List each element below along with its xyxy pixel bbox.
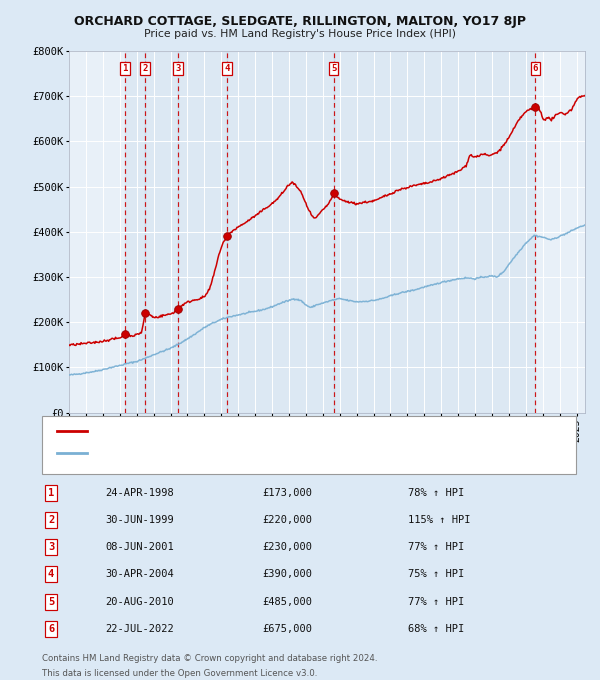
Bar <box>334 51 535 413</box>
Text: 5: 5 <box>48 596 54 607</box>
Text: 3: 3 <box>175 64 181 73</box>
Text: £390,000: £390,000 <box>262 569 312 579</box>
Text: HPI: Average price, detached house, North Yorkshire: HPI: Average price, detached house, Nort… <box>93 449 341 458</box>
Text: 6: 6 <box>48 624 54 634</box>
Text: £230,000: £230,000 <box>262 542 312 552</box>
Text: 24-APR-1998: 24-APR-1998 <box>105 488 174 498</box>
Bar <box>145 51 178 413</box>
Text: Contains HM Land Registry data © Crown copyright and database right 2024.: Contains HM Land Registry data © Crown c… <box>42 654 377 663</box>
Bar <box>125 51 145 413</box>
Text: ORCHARD COTTAGE, SLEDGATE, RILLINGTON, MALTON, YO17 8JP (detached house): ORCHARD COTTAGE, SLEDGATE, RILLINGTON, M… <box>93 426 485 435</box>
Text: 08-JUN-2001: 08-JUN-2001 <box>105 542 174 552</box>
Text: £485,000: £485,000 <box>262 596 312 607</box>
Text: 1: 1 <box>48 488 54 498</box>
Text: 2: 2 <box>48 515 54 525</box>
Text: 77% ↑ HPI: 77% ↑ HPI <box>408 596 464 607</box>
Bar <box>178 51 227 413</box>
Text: 20-AUG-2010: 20-AUG-2010 <box>105 596 174 607</box>
Text: £173,000: £173,000 <box>262 488 312 498</box>
Text: 77% ↑ HPI: 77% ↑ HPI <box>408 542 464 552</box>
Text: 1: 1 <box>122 64 128 73</box>
Text: 30-JUN-1999: 30-JUN-1999 <box>105 515 174 525</box>
Text: 68% ↑ HPI: 68% ↑ HPI <box>408 624 464 634</box>
Text: 78% ↑ HPI: 78% ↑ HPI <box>408 488 464 498</box>
Text: 3: 3 <box>48 542 54 552</box>
Text: 22-JUL-2022: 22-JUL-2022 <box>105 624 174 634</box>
Text: Price paid vs. HM Land Registry's House Price Index (HPI): Price paid vs. HM Land Registry's House … <box>144 29 456 39</box>
Text: ORCHARD COTTAGE, SLEDGATE, RILLINGTON, MALTON, YO17 8JP: ORCHARD COTTAGE, SLEDGATE, RILLINGTON, M… <box>74 15 526 28</box>
Text: 6: 6 <box>533 64 538 73</box>
Bar <box>227 51 334 413</box>
Text: 4: 4 <box>48 569 54 579</box>
Text: 75% ↑ HPI: 75% ↑ HPI <box>408 569 464 579</box>
Text: £675,000: £675,000 <box>262 624 312 634</box>
Text: 4: 4 <box>224 64 230 73</box>
Text: This data is licensed under the Open Government Licence v3.0.: This data is licensed under the Open Gov… <box>42 669 317 678</box>
Text: 115% ↑ HPI: 115% ↑ HPI <box>408 515 470 525</box>
Text: 5: 5 <box>331 64 336 73</box>
Text: £220,000: £220,000 <box>262 515 312 525</box>
Text: 30-APR-2004: 30-APR-2004 <box>105 569 174 579</box>
Text: 2: 2 <box>142 64 148 73</box>
